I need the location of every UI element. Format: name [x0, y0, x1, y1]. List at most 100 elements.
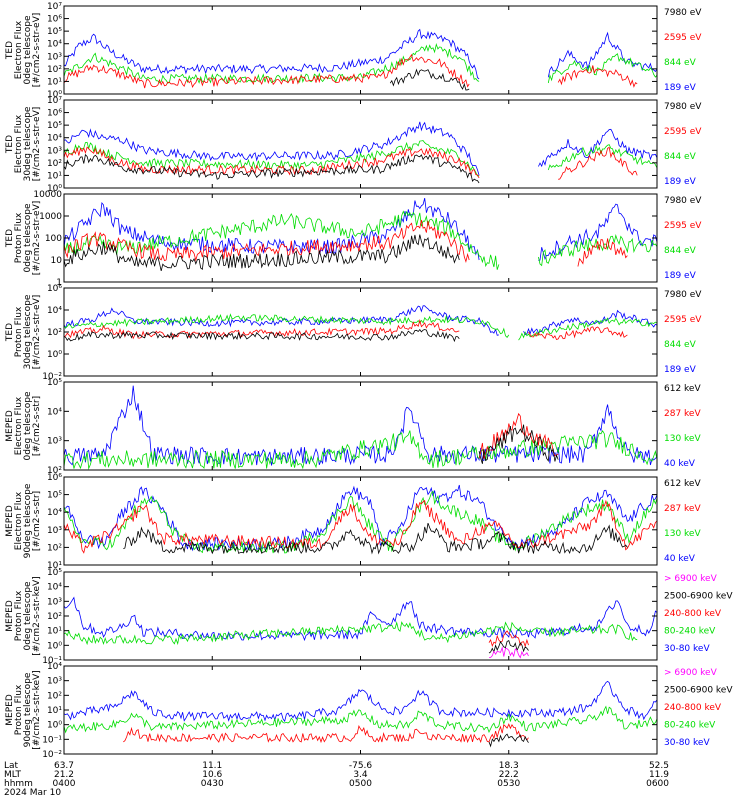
series-line	[123, 723, 529, 744]
y-tick-label: 10³	[47, 677, 62, 687]
series-line	[547, 144, 658, 171]
x-tick-label-lat: 63.7	[54, 761, 74, 771]
y-tick-label: 10²	[47, 612, 62, 622]
series-line	[63, 318, 460, 340]
series-line	[63, 621, 638, 646]
series-line	[538, 203, 658, 261]
legend-entry: 130 keV	[664, 434, 701, 444]
series-line	[63, 153, 480, 184]
y-tick-label: 100	[45, 234, 62, 244]
y-tick-label: 10⁶	[47, 109, 62, 119]
x-tick-label-lat: 18.3	[499, 761, 519, 771]
y-tick-label: 10⁴	[47, 508, 62, 518]
y-tick-label: 10⁴	[47, 134, 62, 144]
series-line	[63, 234, 460, 271]
y-tick-label: 10²	[47, 543, 62, 553]
y-axis-label-line: [#/cm2-s-str-eV]	[32, 13, 42, 88]
y-tick-label: 10⁵	[47, 568, 62, 578]
y-tick-label: 10⁻¹	[42, 656, 62, 666]
y-axis-label-line: TED	[5, 323, 15, 342]
x-row-label: Lat	[4, 761, 19, 771]
legend-entry: 612 keV	[664, 384, 701, 394]
series-line	[63, 328, 460, 343]
y-tick-label: 10⁵	[47, 378, 62, 388]
y-axis-label-line: [#/cm2-s-str-keV]	[32, 576, 42, 655]
series-line	[63, 140, 480, 177]
panel-frame	[63, 571, 658, 661]
y-tick-label: 10⁴	[47, 306, 62, 316]
series-line	[63, 121, 480, 176]
x-tick-label-hhmm: 0600	[646, 779, 669, 789]
series-line	[478, 412, 559, 459]
y-tick-label: 10²	[47, 691, 62, 701]
y-axis-label: MEPED Proton Flux 0deg telescope [#/cm2-s-s…	[5, 576, 42, 655]
y-tick-label: 10⁰	[47, 350, 62, 360]
y-tick-label: 10²	[47, 65, 62, 75]
panel-4: 10⁻² 10⁰ 10² 10⁴ 10⁶ TED Proton Flux 30deg tele…	[5, 284, 702, 382]
y-tick-label: 10⁰	[47, 721, 62, 731]
x-row-label: hhmm	[4, 779, 33, 789]
x-row-label: 2024 Mar 10	[4, 788, 61, 798]
legend-entry: 2500-6900 keV	[664, 686, 733, 696]
x-tick-label-lat: -75.6	[349, 761, 373, 771]
legend-entry: 2500-6900 keV	[664, 592, 733, 602]
series-line	[478, 424, 559, 464]
y-axis-label-line: 90deg telescope	[23, 483, 33, 558]
x-tick-label-hhmm: 0530	[497, 779, 520, 789]
y-tick-label: 10⁴	[47, 40, 62, 50]
panel-7: 10⁻¹ 10⁰ 10¹ 10² 10³ 10⁴ 10⁵ MEPED Proton Flux 0d…	[5, 568, 733, 666]
series-line	[538, 234, 658, 267]
y-tick-label: 10⁶	[47, 473, 62, 483]
x-tick-label-lat: 11.1	[202, 761, 222, 771]
y-axis-label-line: [#/cm2-s-str-eV]	[32, 201, 42, 276]
y-axis-label-line: [#/cm2-s-str-eV]	[32, 107, 42, 182]
legend-entry: 130 keV	[664, 529, 701, 539]
y-tick-label: 10⁵	[47, 27, 62, 37]
series-line	[63, 484, 658, 552]
x-tick-label-hhmm: 0500	[349, 779, 372, 789]
y-tick-label: 10⁻²	[42, 372, 62, 382]
legend-entry: 2595 eV	[664, 221, 702, 231]
x-tick-label-mlt: 22.2	[499, 770, 519, 780]
y-tick-label: 10²	[47, 159, 62, 169]
series-line	[63, 705, 658, 734]
y-tick-label: 10⁴	[47, 583, 62, 593]
legend-entry: 40 keV	[664, 459, 696, 469]
legend-entry: 287 keV	[664, 504, 701, 514]
series-line	[577, 238, 628, 267]
legend-entry: 844 eV	[664, 152, 697, 162]
y-tick-label: 10¹	[47, 561, 62, 571]
legend-entry: 240-800 keV	[664, 609, 722, 619]
y-tick-label: 10⁻¹	[42, 735, 62, 745]
y-tick-label: 10⁰	[47, 90, 62, 100]
y-tick-label: 10⁰	[47, 184, 62, 194]
y-tick-label: 10³	[47, 437, 62, 447]
y-tick-label: 10⁴	[47, 662, 62, 672]
y-axis-label-line: TED	[5, 135, 15, 154]
panel-frame	[63, 665, 658, 755]
y-axis-label-line: Electron Flux	[14, 491, 24, 550]
x-tick-label-hhmm: 0400	[53, 779, 76, 789]
series-line	[63, 305, 499, 336]
legend-entry: 7980 eV	[664, 8, 702, 18]
y-axis-label-line: MEPED	[5, 694, 15, 726]
y-tick-label: 10²	[47, 328, 62, 338]
y-axis-label-line: Proton Flux	[14, 306, 24, 357]
legend-entry: 844 eV	[664, 58, 697, 68]
legend-entry: 844 eV	[664, 246, 697, 256]
y-tick-label: 10⁵	[47, 121, 62, 131]
legend-entry: 30-80 keV	[664, 738, 710, 748]
y-axis-label: TED Electron Flux 0deg telescope [#/cm2-s-s…	[5, 13, 42, 88]
y-axis-label-line: [#/cm2-s-str-keV]	[32, 670, 42, 749]
y-tick-label: 1000	[39, 212, 62, 222]
y-tick-label: 10⁷	[47, 96, 62, 106]
y-axis-label: TED Electron Flux 30deg telescope [#/cm2-s-…	[5, 106, 42, 181]
series-line	[488, 640, 529, 654]
legend-entry: 80-240 keV	[664, 627, 716, 637]
y-axis-label-line: Proton Flux	[14, 684, 24, 735]
series-line	[63, 429, 658, 470]
legend-entry: > 6900 keV	[664, 668, 718, 678]
y-tick-label: 10	[51, 256, 63, 266]
series-line	[63, 42, 480, 84]
